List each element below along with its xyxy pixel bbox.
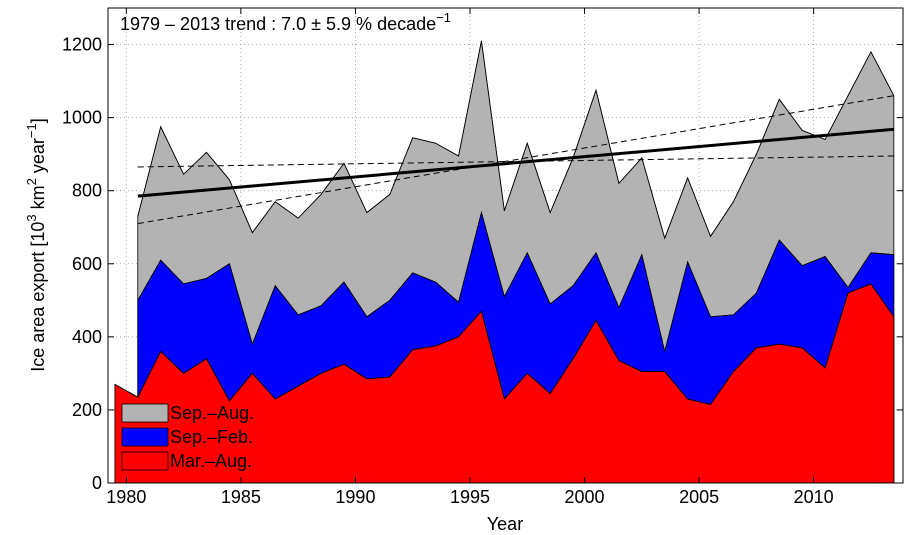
area-line bbox=[114, 283, 895, 405]
legend-label: Mar.–Aug. bbox=[170, 451, 252, 471]
y-tick-label: 1000 bbox=[62, 108, 102, 128]
trend-line bbox=[137, 127, 894, 198]
y-tick-label: 1200 bbox=[62, 35, 102, 55]
legend-swatch bbox=[121, 427, 169, 447]
y-label-text: km bbox=[28, 185, 48, 214]
y-label-text: Ice area export [10 bbox=[28, 222, 48, 372]
y-tick-label: 200 bbox=[72, 400, 102, 420]
x-tick-label: 2000 bbox=[565, 487, 605, 507]
area-line bbox=[137, 211, 894, 352]
y-label-text: ] bbox=[28, 118, 48, 123]
x-tick-label: 1985 bbox=[221, 487, 261, 507]
annotation: 1979 – 2013 trend : 7.0 ± 5.9 % decade−1 bbox=[120, 10, 451, 34]
trends bbox=[137, 95, 894, 225]
y-tick-label: 600 bbox=[72, 254, 102, 274]
trend-line bbox=[137, 95, 894, 225]
y-label-sup: 2 bbox=[24, 178, 39, 185]
y-label-sup: −1 bbox=[24, 123, 39, 138]
y-axis-label: Ice area export [103 km2 year−1] bbox=[24, 118, 48, 371]
x-tick-label: 1995 bbox=[450, 487, 490, 507]
trend-line bbox=[137, 155, 894, 168]
legend-label: Sep.–Feb. bbox=[170, 427, 253, 447]
y-label-text: year bbox=[28, 138, 48, 178]
areas bbox=[114, 40, 895, 484]
y-label-sup: 3 bbox=[24, 214, 39, 221]
annotation-sup: −1 bbox=[436, 10, 451, 25]
y-tick-label: 400 bbox=[72, 327, 102, 347]
area-line bbox=[137, 40, 895, 240]
legend-label: Sep.–Aug. bbox=[170, 403, 254, 423]
plot-frame bbox=[107, 7, 904, 484]
x-tick-label: 2005 bbox=[679, 487, 719, 507]
x-tick-label: 2010 bbox=[794, 487, 834, 507]
x-tick-label: 1980 bbox=[106, 487, 146, 507]
y-tick-label: 0 bbox=[92, 473, 102, 493]
legend-swatch bbox=[121, 451, 169, 471]
annotation-text: 1979 – 2013 trend : 7.0 ± 5.9 % decade bbox=[120, 14, 436, 34]
x-axis-label: Year bbox=[487, 514, 523, 534]
y-tick-label: 800 bbox=[72, 181, 102, 201]
legend-swatch bbox=[121, 403, 169, 423]
x-tick-label: 1990 bbox=[335, 487, 375, 507]
